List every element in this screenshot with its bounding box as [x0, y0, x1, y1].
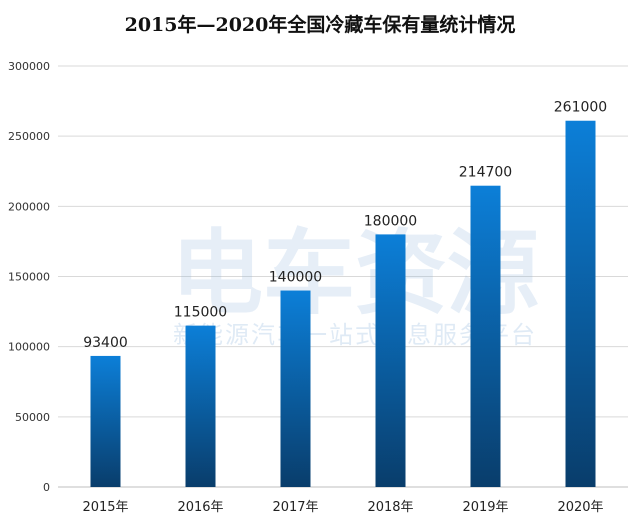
data-label: 180000	[364, 213, 417, 229]
y-tick-label: 150000	[8, 271, 50, 284]
y-tick-label: 300000	[8, 60, 50, 73]
x-category-label: 2016年	[177, 500, 223, 515]
y-axis-ticks: 0 50000 100000 150000 200000 250000 300000	[8, 60, 50, 494]
y-tick-label: 250000	[8, 130, 50, 143]
data-label: 140000	[269, 270, 322, 286]
bar-2020年	[565, 120, 596, 487]
y-tick-label: 50000	[15, 411, 50, 424]
bar-2015年	[90, 355, 121, 487]
x-category-label: 2019年	[462, 500, 508, 515]
x-category-label: 2017年	[272, 500, 318, 515]
bar-2019年	[470, 185, 501, 487]
bar-2017年	[280, 290, 311, 487]
data-label: 261000	[554, 100, 607, 116]
x-category-label: 2018年	[367, 500, 413, 515]
bars	[90, 120, 596, 487]
y-tick-label: 200000	[8, 200, 50, 213]
x-axis-categories: 2015年 2016年 2017年 2018年 2019年 2020年	[82, 500, 603, 515]
data-label: 214700	[459, 165, 512, 181]
x-category-label: 2020年	[557, 500, 603, 515]
data-label: 93400	[83, 335, 128, 351]
chart-title: 2015年—2020年全国冷藏车保有量统计情况	[124, 14, 516, 36]
grid-lines	[58, 65, 628, 488]
data-label: 115000	[174, 305, 227, 321]
bar-2016年	[185, 325, 216, 487]
data-labels: 93400 115000 140000 180000 214700 261000	[83, 100, 607, 351]
x-category-label: 2015年	[82, 500, 128, 515]
y-tick-label: 100000	[8, 341, 50, 354]
bar-2018年	[375, 234, 406, 487]
y-tick-label: 0	[43, 481, 50, 494]
